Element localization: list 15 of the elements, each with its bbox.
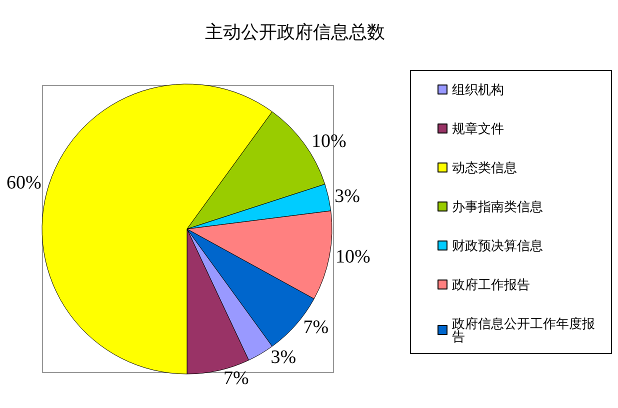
data-label: 10% [312,130,347,152]
data-label: 60% [6,172,42,194]
data-label: 3% [270,346,296,368]
legend-label: 规章文件 [452,121,504,136]
chart-title: 主动公开政府信息总数 [205,22,385,42]
legend-label: 财政预决算信息 [452,238,543,253]
data-label: 3% [334,186,360,207]
data-label: 7% [303,317,329,338]
data-label: 10% [336,246,371,268]
legend-label: 政府信息公开工作年度报告 [452,316,595,344]
legend-label: 组织机构 [452,82,504,97]
legend-label: 政府工作报告 [452,277,530,292]
legend-label: 动态类信息 [452,160,517,175]
data-label: 7% [224,368,250,389]
legend-label: 办事指南类信息 [452,199,543,214]
